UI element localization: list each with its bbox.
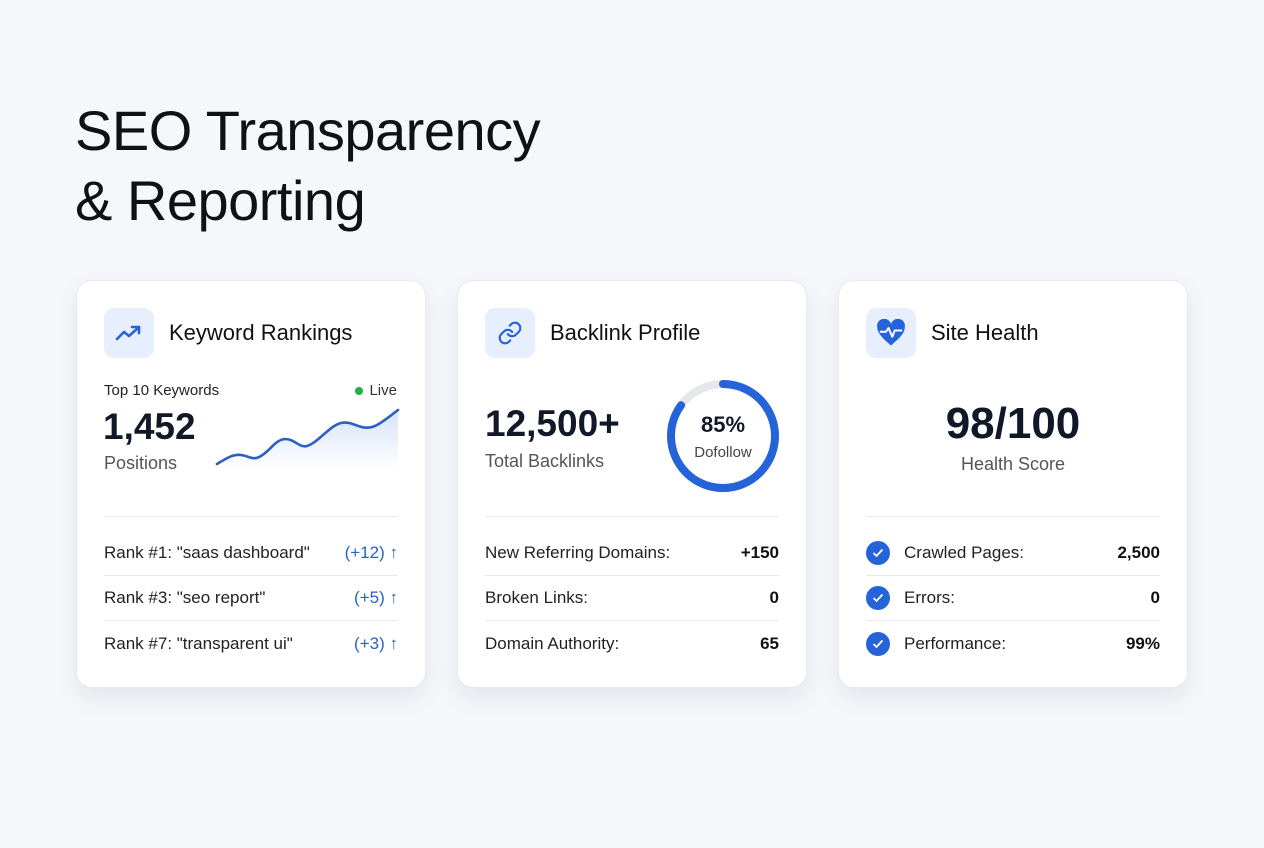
donut-label: Dofollow [694, 444, 752, 461]
trending-up-icon [104, 308, 154, 358]
rank-label: Rank #1: "saas dashboard" [104, 543, 310, 562]
ranking-list: Rank #1: "saas dashboard" (+12) ↑ Rank #3… [104, 531, 398, 666]
arrow-up-icon: ↑ [389, 633, 399, 653]
rank-change: (+3) ↑ [354, 633, 399, 653]
stat-label: Performance: [904, 633, 1007, 653]
divider [104, 516, 398, 517]
list-item: Domain Authority: 65 [485, 621, 779, 666]
card-title: Backlink Profile [550, 320, 701, 345]
title-line-2: & Reporting [75, 169, 366, 232]
stat-value: 0 [1150, 588, 1160, 607]
health-score-label: Health Score [960, 454, 1066, 474]
stat-value: 2,500 [1117, 543, 1160, 562]
list-item: Rank #1: "saas dashboard" (+12) ↑ [104, 531, 398, 576]
keyword-value: 1,452 [103, 406, 196, 447]
list-item: Performance: 99% [866, 621, 1160, 666]
subtitle: Top 10 Keywords [104, 382, 220, 399]
stat-label: New Referring Domains: [485, 543, 671, 562]
stat-value: 65 [760, 633, 779, 653]
sparkline-line [215, 408, 400, 466]
arrow-up-icon: ↑ [389, 543, 399, 562]
check-circle-icon [866, 586, 890, 610]
sparkline-area [217, 410, 398, 470]
list-item: Broken Links: 0 [485, 576, 779, 621]
heart-pulse-icon [866, 308, 916, 358]
stat-label: Crawled Pages: [904, 543, 1025, 562]
stat-label: Broken Links: [485, 588, 588, 607]
live-dot-icon [355, 386, 364, 395]
divider [866, 516, 1160, 517]
keyword-unit: Positions [104, 453, 178, 473]
backlink-stats: New Referring Domains: +150 Broken Links:… [485, 531, 779, 666]
stat-value: +150 [740, 543, 779, 562]
rank-change: (+12) ↑ [344, 543, 399, 562]
stat-value: 99% [1125, 633, 1160, 653]
link-icon [485, 308, 535, 358]
rank-change: (+5) ↑ [354, 588, 399, 607]
list-item: Rank #3: "seo report" (+5) ↑ [104, 576, 398, 621]
stat-value: 0 [769, 588, 779, 607]
card-title: Keyword Rankings [169, 320, 353, 345]
backlink-profile-card: Backlink Profile 12,500+ Total Backlinks… [457, 280, 807, 688]
health-stats: Crawled Pages: 2,500 Errors: 0 Performance… [866, 531, 1160, 666]
stat-label: Errors: [904, 588, 955, 607]
site-health-card: Site Health 98/100 Health Score Crawled … [838, 280, 1188, 688]
check-circle-icon [866, 631, 890, 656]
sparkline-chart [215, 408, 400, 470]
list-item: Errors: 0 [866, 576, 1160, 621]
rank-label: Rank #7: "transparent ui" [104, 633, 293, 653]
divider [485, 516, 779, 517]
arrow-up-icon: ↑ [389, 588, 399, 607]
health-score-value: 98/100 [945, 399, 1081, 448]
backlink-unit: Total Backlinks [485, 451, 605, 471]
list-item: Rank #7: "transparent ui" (+3) ↑ [104, 621, 398, 666]
page-title: SEO Transparency & Reporting [75, 96, 541, 236]
check-circle-icon [866, 541, 890, 565]
title-line-1: SEO Transparency [75, 99, 541, 162]
list-item: New Referring Domains: +150 [485, 531, 779, 576]
rank-label: Rank #3: "seo report" [104, 588, 266, 607]
stat-label: Domain Authority: [485, 633, 620, 653]
list-item: Crawled Pages: 2,500 [866, 531, 1160, 576]
backlink-value: 12,500+ [485, 403, 620, 444]
donut-value: 85% [700, 412, 746, 437]
dofollow-donut [667, 380, 779, 492]
live-label: Live [369, 382, 397, 399]
live-indicator: Live [355, 382, 397, 399]
keyword-rankings-card: Keyword Rankings Top 10 Keywords Live 1,… [76, 280, 426, 688]
donut-arc [667, 380, 779, 492]
card-title: Site Health [931, 320, 1039, 345]
